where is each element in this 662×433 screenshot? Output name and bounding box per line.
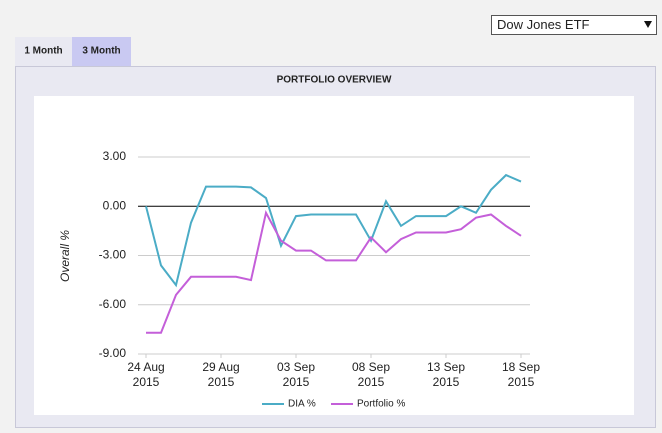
series-line: [146, 209, 522, 334]
y-tick-label: 3.00: [103, 149, 127, 163]
x-tick-label-line: 18 Sep: [502, 360, 540, 374]
x-tick-label-line: 2015: [133, 375, 160, 389]
x-tick-label-line: 24 Aug: [127, 360, 164, 374]
x-tick-label: 29 Aug 2015: [202, 360, 239, 389]
x-tick-label-line: 2015: [283, 375, 310, 389]
x-tick-label: 03 Sep 2015: [277, 360, 315, 389]
tab[interactable]: 3 Month: [82, 46, 120, 57]
x-tick-label-line: 29 Aug: [202, 360, 239, 374]
dropdown-box[interactable]: [491, 15, 657, 35]
y-tick-label: -3.00: [99, 248, 127, 262]
legend-label: DIA %: [288, 399, 316, 410]
y-tick-label: 0.00: [103, 198, 127, 212]
chart-title: PORTFOLIO OVERVIEW: [277, 75, 392, 86]
x-tick-label: 24 Aug 2015: [127, 360, 164, 389]
x-tick-label: 18 Sep 2015: [502, 360, 540, 389]
x-tick-label: 13 Sep 2015: [427, 360, 465, 389]
dropdown-value[interactable]: Dow Jones ETF: [497, 17, 590, 32]
tab-bg[interactable]: [15, 37, 72, 66]
y-tick-label: -9.00: [99, 346, 127, 360]
dropdown-arrow[interactable]: [644, 21, 652, 28]
y-axis-label: Overall %: [58, 230, 72, 282]
legend-label: Portfolio %: [357, 399, 405, 410]
dropdown[interactable]: Dow Jones ETF: [491, 15, 657, 35]
x-tick-label-line: 08 Sep: [352, 360, 390, 374]
tab[interactable]: 1 Month: [24, 46, 62, 57]
y-tick-label: -6.00: [99, 297, 127, 311]
x-tick-label-line: 2015: [508, 375, 535, 389]
x-tick-label-line: 2015: [358, 375, 385, 389]
x-tick-label: 08 Sep 2015: [352, 360, 390, 389]
series-line: [145, 173, 522, 288]
x-tick-label-line: 2015: [208, 375, 235, 389]
x-tick-label-line: 03 Sep: [277, 360, 315, 374]
x-tick-label-line: 13 Sep: [427, 360, 465, 374]
x-tick-label-line: 2015: [433, 375, 460, 389]
tab-bg-active[interactable]: [72, 37, 131, 66]
